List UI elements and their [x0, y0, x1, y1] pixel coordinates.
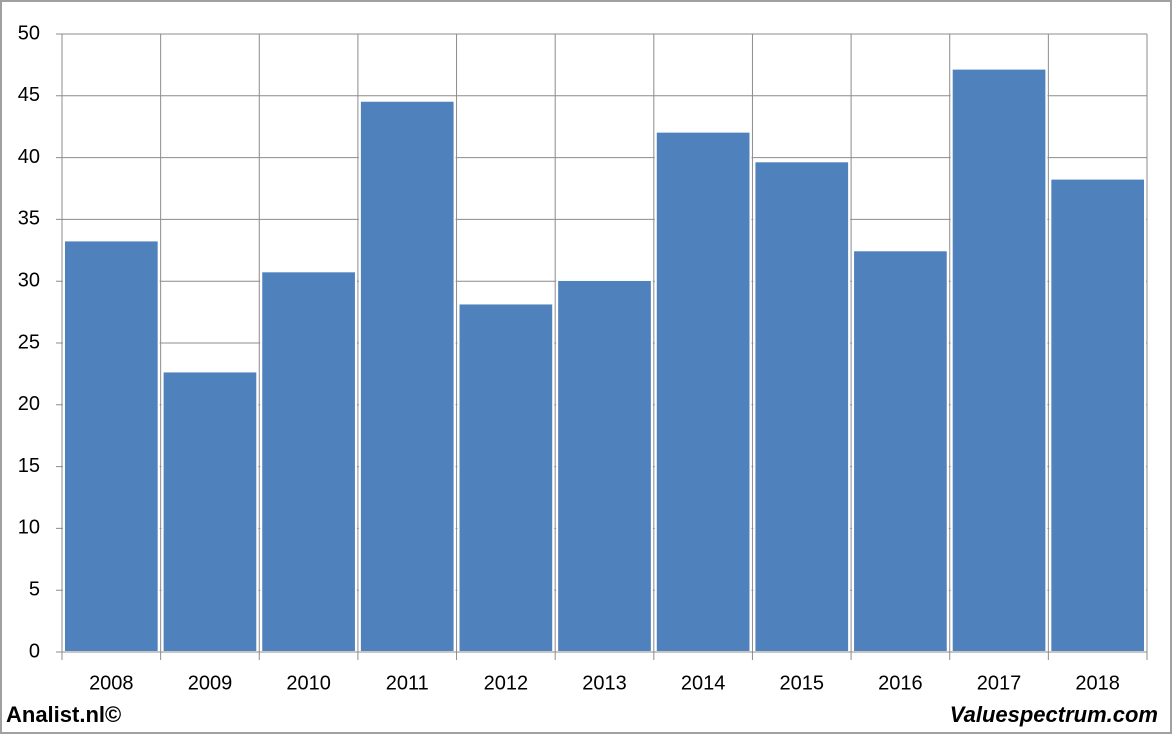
bar [654, 130, 752, 654]
x-tick-label: 2014 [681, 672, 726, 694]
x-tick-label: 2016 [878, 672, 923, 694]
y-tick-label: 50 [18, 22, 40, 44]
y-tick-label: 30 [18, 269, 40, 291]
y-tick-label: 0 [29, 640, 40, 662]
bar [753, 160, 851, 653]
bar [556, 278, 653, 653]
x-tick-label: 2009 [188, 672, 233, 694]
x-tick-label: 2008 [89, 672, 134, 694]
bar [457, 302, 555, 653]
bar [62, 239, 160, 654]
x-tick-label: 2013 [582, 672, 627, 694]
y-tick-label: 15 [18, 455, 40, 477]
x-tick-label: 2012 [484, 672, 529, 694]
x-tick-label: 2010 [286, 672, 331, 694]
y-tick-label: 25 [18, 331, 40, 353]
bar [950, 67, 1048, 654]
y-tick-label: 45 [18, 84, 40, 106]
y-tick-label: 20 [18, 393, 40, 415]
bar [852, 249, 949, 654]
x-tick-label: 2011 [386, 672, 429, 694]
x-tick-label: 2018 [1075, 672, 1120, 694]
y-tick-label: 35 [18, 208, 40, 230]
footer-right: Valuespectrum.com [950, 702, 1158, 727]
bar [260, 270, 357, 653]
bar [1049, 177, 1147, 653]
y-tick-label: 5 [29, 578, 40, 600]
bar [161, 370, 259, 653]
y-tick-label: 10 [18, 517, 40, 539]
footer-left: Analist.nl© [6, 702, 121, 727]
bar [358, 99, 456, 653]
x-tick-label: 2017 [977, 672, 1022, 694]
y-tick-label: 40 [18, 146, 40, 168]
x-tick-label: 2015 [780, 672, 825, 694]
